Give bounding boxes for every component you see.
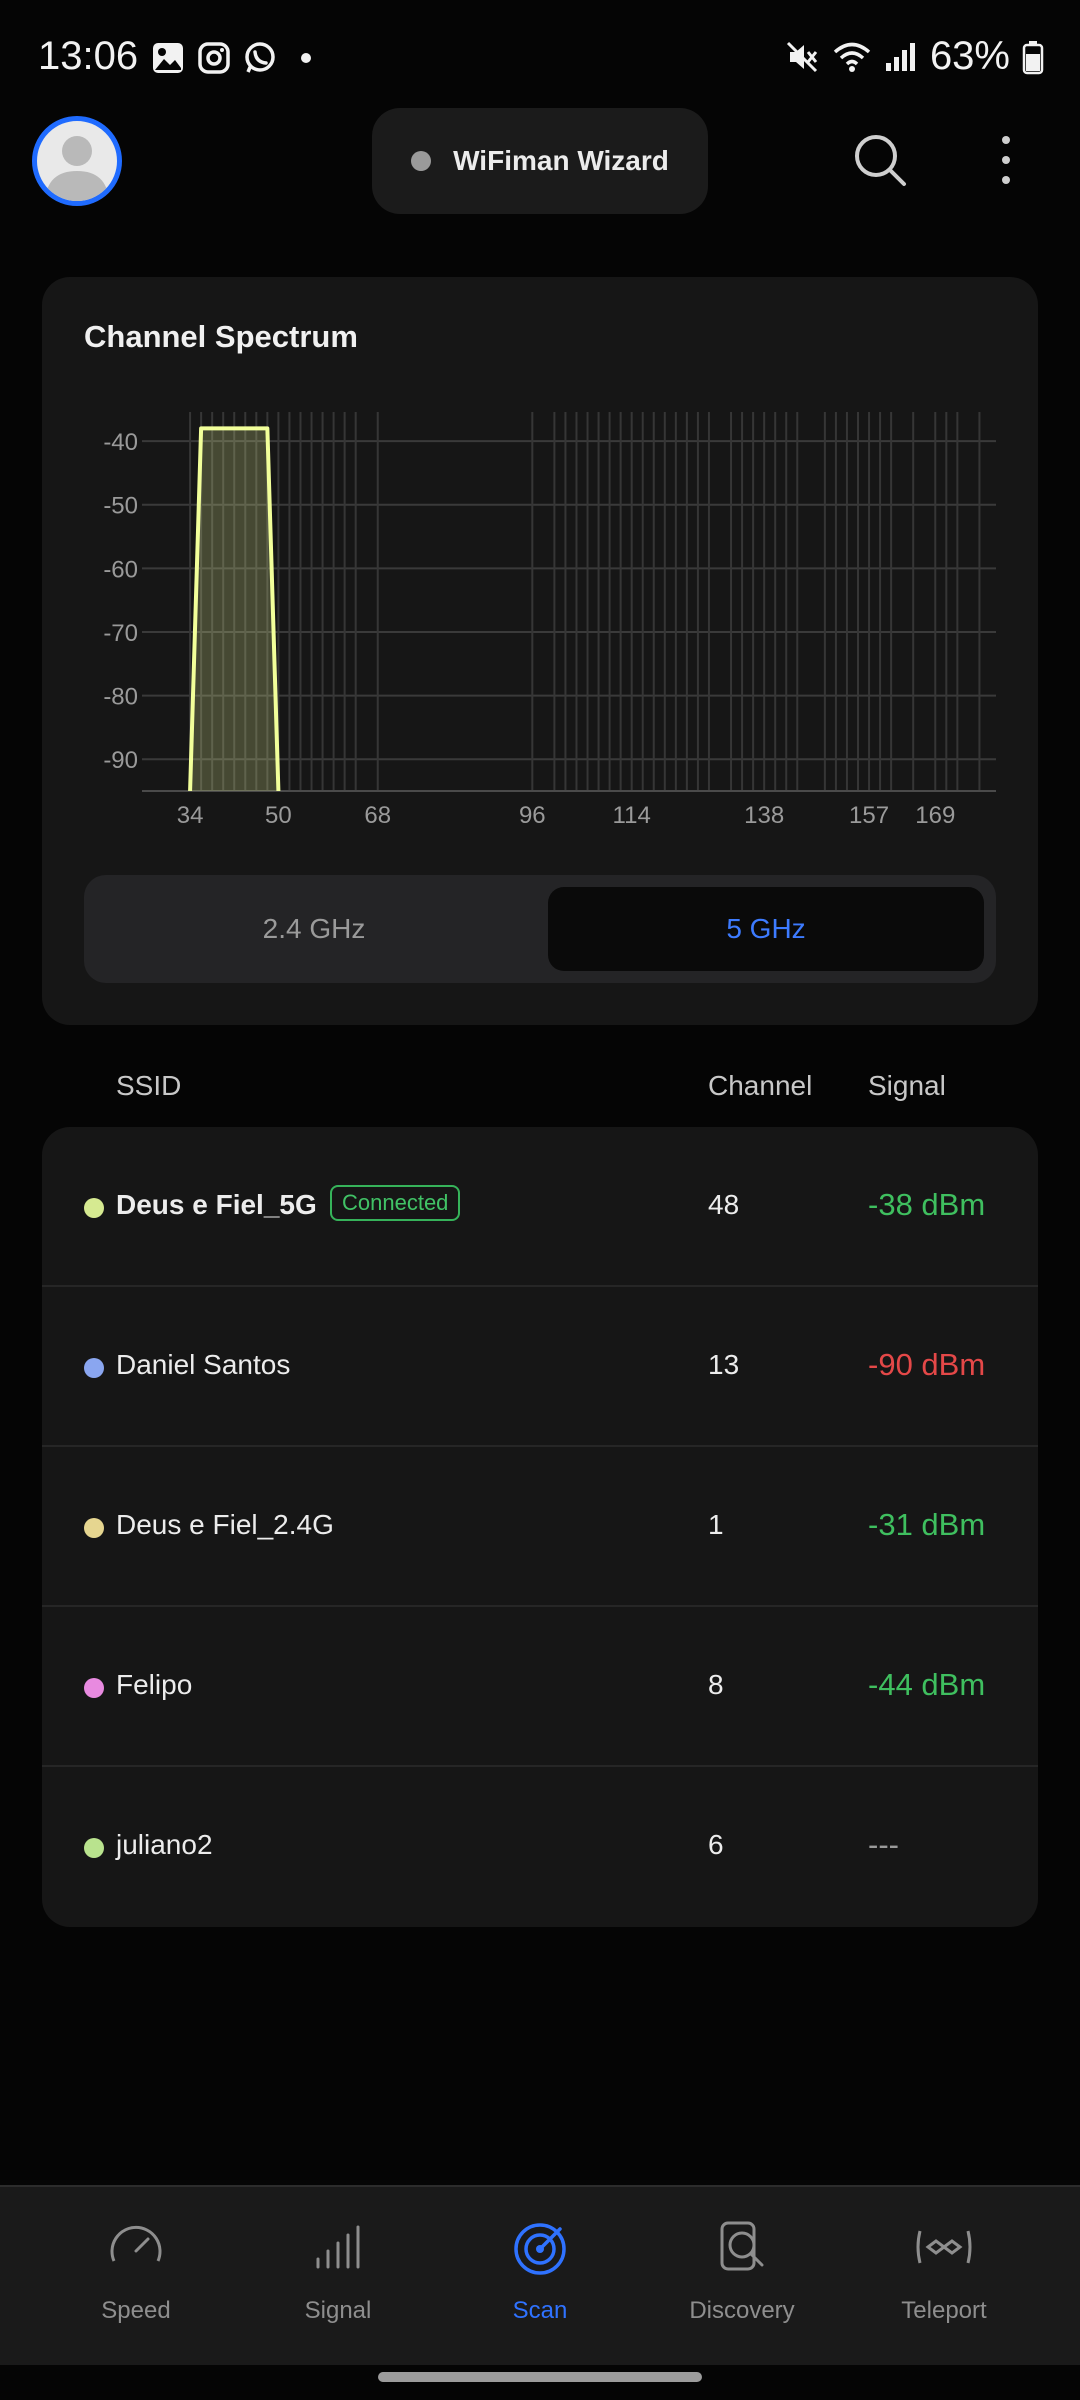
network-row[interactable]: Felipo 8 -44 dBm [42,1607,1038,1767]
network-signal: -44 dBm [868,1667,986,1702]
network-signal: --- [868,1827,899,1862]
channel-spectrum-card: Channel Spectrum -40 -50 -60 -70 -80 -90 34 50 6… [42,277,1038,1025]
battery-icon [1022,40,1044,74]
x-tick-label: 138 [744,802,784,829]
network-channel: 13 [708,1349,740,1380]
instagram-icon [198,42,230,74]
battery-percent: 63% [929,34,1010,78]
band-toggle: 2.4 GHz 5 GHz [84,875,996,983]
whatsapp-icon [245,42,275,73]
x-tick-label: 34 [177,802,204,829]
x-tick-label: 68 [364,802,391,829]
teleport-icon [916,2230,972,2264]
network-ssid: Felipo [116,1669,193,1700]
y-tick-label: -90 [103,747,138,774]
x-tick-label: 50 [265,802,292,829]
gallery-icon [153,43,183,73]
nav-discovery[interactable]: Discovery [642,2187,842,2347]
network-ssid: Daniel Santos [116,1349,291,1380]
network-row[interactable]: juliano2 6 --- [42,1767,1038,1927]
network-area-fill [190,428,279,791]
y-tick-label: -40 [103,429,138,456]
network-channel: 1 [708,1509,724,1540]
column-header-channel[interactable]: Channel [708,1070,813,1101]
dot-icon [301,53,311,63]
device-search-icon [720,2221,764,2271]
network-signal: -38 dBm [868,1187,986,1222]
network-color-dot [84,1678,104,1698]
radar-icon [514,2223,566,2275]
network-ssid: Deus e Fiel_5G [116,1189,317,1220]
channel-spectrum-chart: -40 -50 -60 -70 -80 -90 34 50 68 96 114 138 157 169 [103,412,996,829]
network-ssid: juliano2 [116,1829,213,1860]
nav-signal[interactable]: Signal [238,2187,438,2347]
notification-icons [150,40,324,76]
network-signal: -90 dBm [868,1347,986,1382]
user-icon [45,136,109,201]
system-indicators: 63% [784,34,1044,79]
mute-icon [786,41,818,72]
x-tick-label: 114 [613,802,651,829]
wifiman-wizard-button[interactable]: WiFiman Wizard [372,108,708,214]
nav-scan[interactable]: Scan [440,2187,640,2347]
x-tick-label: 157 [849,802,889,829]
network-area-outline [188,426,281,792]
network-signal: -31 dBm [868,1507,986,1542]
network-channel: 48 [708,1189,740,1220]
card-title: Channel Spectrum [84,319,358,354]
bottom-navigation: Speed Signal Scan Discovery Teleport [0,2185,1080,2365]
wizard-status-dot [411,151,432,171]
band-option-5ghz[interactable]: 5 GHz [548,887,984,971]
y-tick-label: -70 [103,620,138,647]
nav-label: Signal [304,2297,372,2324]
y-tick-label: -50 [103,493,138,520]
network-list: Deus e Fiel_5G Connected 48 -38 dBm Daniel S… [42,1127,1038,1927]
nav-label: Discovery [689,2297,795,2324]
x-tick-label: 96 [519,802,546,829]
more-options-icon[interactable] [990,130,1022,190]
network-row[interactable]: Daniel Santos 13 -90 dBm [42,1287,1038,1447]
wizard-label: WiFiman Wizard [453,145,669,176]
nav-label: Speed [101,2297,171,2324]
nav-speed[interactable]: Speed [36,2187,236,2347]
column-header-ssid[interactable]: SSID [116,1070,182,1101]
nav-label: Teleport [901,2297,987,2324]
y-tick-label: -60 [103,556,138,583]
x-tick-label: 169 [915,802,955,829]
y-tick-label: -80 [103,684,138,711]
signal-icon [885,42,915,71]
nav-teleport[interactable]: Teleport [844,2187,1044,2347]
connected-badge: Connected [330,1185,461,1221]
search-icon[interactable] [850,130,910,190]
home-indicator[interactable] [378,2372,702,2382]
network-row[interactable]: Deus e Fiel_5G Connected 48 -38 dBm [42,1127,1038,1287]
network-ssid: Deus e Fiel_2.4G [116,1509,334,1540]
wifi-icon [833,42,871,72]
network-row[interactable]: Deus e Fiel_2.4G 1 -31 dBm [42,1447,1038,1607]
network-color-dot [84,1838,104,1858]
network-channel: 8 [708,1669,724,1700]
band-option-2-4ghz[interactable]: 2.4 GHz [262,913,366,944]
speedometer-icon [110,2225,162,2262]
network-color-dot [84,1518,104,1538]
signal-bars-icon [316,2225,360,2269]
network-channel: 6 [708,1829,724,1860]
status-bar: 13:06 [0,0,1080,110]
column-header-signal[interactable]: Signal [868,1070,946,1101]
nav-label: Scan [512,2297,568,2324]
status-time: 13:06 [38,34,139,78]
network-color-dot [84,1198,104,1218]
profile-avatar[interactable] [32,116,122,206]
network-color-dot [84,1358,104,1378]
